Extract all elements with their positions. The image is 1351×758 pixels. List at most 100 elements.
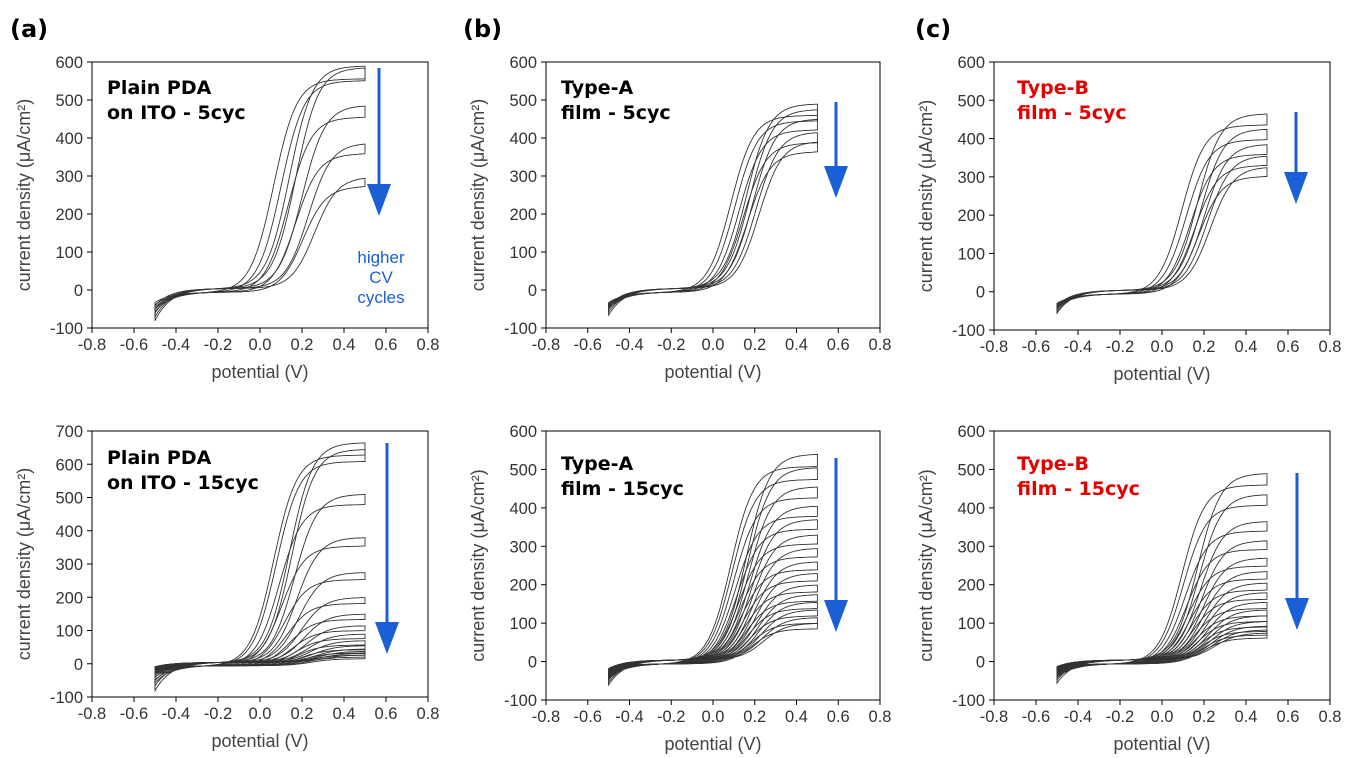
y-tick-label: 500: [509, 461, 537, 479]
x-tick-label: 0.8: [869, 336, 892, 354]
y-tick-label: 100: [957, 615, 985, 633]
cv-cycle-curve: [608, 109, 818, 314]
inset-label-line: film - 15cyc: [561, 478, 684, 500]
arrow-down-icon: [375, 622, 399, 654]
panel-inset-label: Type-A film - 15cyc: [561, 453, 684, 500]
annotation-line: CV: [369, 268, 393, 287]
y-axis-label: current density (μA/cm²): [468, 99, 488, 291]
x-tick-label: 0.0: [702, 708, 725, 726]
x-tick-label: -0.4: [1064, 708, 1092, 726]
x-tick-label: -0.4: [162, 336, 190, 354]
x-tick-label: -0.2: [1106, 708, 1134, 726]
y-tick-label: 100: [509, 615, 537, 633]
cv-plot-3: -0.8 -0.6 -0.4 -0.2 0.0 0.2 0.4 0.6 0.8 -100 0 100 2…: [916, 54, 1341, 384]
x-tick-label: 0.2: [291, 705, 314, 723]
arrow-down-icon: [1284, 172, 1308, 204]
x-tick-label: 0.0: [1151, 708, 1174, 726]
y-tick-label: 0: [976, 654, 985, 672]
cv-curves: [154, 442, 366, 693]
x-tick-label: -0.6: [120, 336, 148, 354]
panel-inset-label: Plain PDA on ITO - 5cyc: [107, 77, 246, 124]
x-tick-label: -0.2: [204, 705, 232, 723]
x-tick-label: 0.6: [827, 336, 850, 354]
y-tick-label: 300: [957, 538, 985, 556]
cv-cycle-curve: [154, 177, 366, 307]
cv-cycle-curve: [1056, 128, 1268, 313]
x-tick-label: -0.4: [615, 708, 643, 726]
x-tick-label: 0.2: [291, 336, 314, 354]
y-tick-label: 100: [957, 245, 985, 263]
y-tick-label: 200: [509, 206, 537, 224]
panel-letter-b: (b): [463, 15, 502, 43]
x-tick-label: 0.0: [249, 705, 272, 723]
cv-plot-5: -0.8 -0.6 -0.4 -0.2 0.0 0.2 0.4 0.6 0.8 -100 0 100 2…: [468, 423, 891, 754]
cv-curves: [608, 103, 818, 317]
y-tick-label: 600: [957, 423, 985, 441]
x-tick-label: 0.4: [333, 336, 356, 354]
x-tick-label: 0.2: [743, 336, 766, 354]
cv-curves: [154, 65, 366, 322]
x-tick-label: -0.4: [615, 336, 643, 354]
y-tick-label: 200: [957, 577, 985, 595]
arrow-down-icon: [1285, 598, 1309, 630]
y-axis-label: current density (μA/cm²): [916, 469, 936, 661]
inset-label-line: on ITO - 15cyc: [107, 472, 259, 494]
x-tick-label: -0.2: [657, 336, 685, 354]
y-tick-label: 400: [957, 500, 985, 518]
y-tick-label: 300: [55, 556, 83, 574]
arrow-annotation: higher CV cycles: [357, 248, 405, 307]
inset-label-line: on ITO - 5cyc: [107, 102, 246, 124]
inset-label-line: film - 15cyc: [1017, 478, 1140, 500]
x-tick-label: 0.8: [1319, 338, 1342, 356]
y-tick-label: 400: [55, 130, 83, 148]
x-tick-label: -0.8: [532, 708, 560, 726]
x-tick-label: -0.6: [574, 708, 602, 726]
inset-label-line: Type-B: [1017, 77, 1089, 99]
cv-cycle-curve: [608, 623, 818, 670]
y-tick-label: 0: [74, 282, 83, 300]
y-tick-label: 600: [957, 54, 985, 72]
x-tick-label: 0.2: [1193, 708, 1216, 726]
y-tick-label: 500: [509, 92, 537, 110]
x-tick-label: 0.6: [827, 708, 850, 726]
cv-plot-1: -0.8 -0.6 -0.4 -0.2 0.0 0.2 0.4 0.6 0.8 -100 0 100 2…: [14, 54, 439, 382]
cv-cycle-curve: [608, 573, 818, 674]
y-tick-label: 600: [509, 54, 537, 72]
x-tick-label: 0.8: [417, 705, 440, 723]
y-tick-label: 200: [55, 589, 83, 607]
x-tick-label: -0.2: [204, 336, 232, 354]
cv-curves: [608, 453, 818, 687]
inset-label-line: Plain PDA: [107, 447, 212, 469]
x-tick-label: 0.0: [249, 336, 272, 354]
panel-inset-label: Type-A film - 5cyc: [561, 77, 671, 124]
x-tick-label: 0.2: [743, 708, 766, 726]
inset-label-line: Plain PDA: [107, 77, 212, 99]
annotation-line: higher: [357, 248, 405, 267]
x-tick-label: 0.6: [375, 336, 398, 354]
y-tick-label: -100: [952, 692, 985, 710]
x-tick-label: 0.4: [1235, 338, 1258, 356]
y-tick-label: 200: [55, 206, 83, 224]
y-tick-label: 0: [74, 656, 83, 674]
x-tick-label: 0.0: [1151, 338, 1174, 356]
y-tick-label: -100: [50, 320, 83, 338]
y-tick-label: 500: [957, 461, 985, 479]
cv-cycle-curve: [608, 141, 818, 307]
y-tick-label: 0: [528, 282, 537, 300]
inset-label-line: film - 5cyc: [561, 102, 671, 124]
x-tick-label: -0.8: [78, 705, 106, 723]
x-tick-label: -0.8: [532, 336, 560, 354]
x-axis-label: potential (V): [211, 362, 308, 382]
x-tick-label: 0.4: [785, 336, 808, 354]
x-tick-label: 0.0: [702, 336, 725, 354]
y-tick-label: 300: [509, 168, 537, 186]
y-tick-label: 600: [509, 423, 537, 441]
y-tick-label: 300: [957, 169, 985, 187]
x-axis-label: potential (V): [1113, 734, 1210, 754]
y-axis-label: current density (μA/cm²): [468, 469, 488, 661]
x-tick-label: -0.4: [162, 705, 190, 723]
y-tick-label: 0: [976, 284, 985, 302]
x-tick-label: 0.6: [1277, 708, 1300, 726]
x-axis-label: potential (V): [664, 734, 761, 754]
